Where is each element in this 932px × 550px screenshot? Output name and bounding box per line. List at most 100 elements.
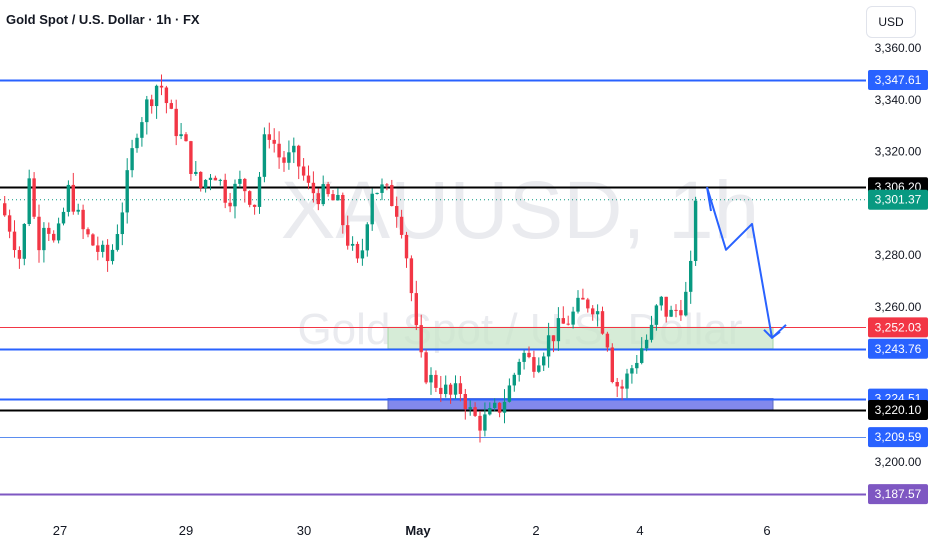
candle-up — [56, 223, 61, 241]
y-tick-label: 3,260.00 — [875, 300, 922, 314]
candle-up — [321, 184, 325, 205]
candle-up — [370, 193, 374, 225]
candle-up — [444, 384, 448, 395]
candle-up — [507, 385, 512, 402]
candle-down — [414, 293, 418, 326]
candle-up — [649, 324, 654, 340]
candle-up — [22, 224, 26, 259]
candle-up — [140, 122, 144, 138]
candle-up — [115, 234, 120, 250]
x-tick-label: 27 — [53, 523, 67, 538]
candle-down — [12, 231, 17, 251]
candle-down — [252, 204, 257, 207]
candle-up — [125, 170, 129, 213]
candle-down — [424, 352, 428, 383]
candle-down — [355, 243, 360, 259]
candle-down — [478, 415, 482, 431]
candle-up — [493, 402, 497, 409]
candle-down — [605, 333, 610, 348]
candle-down — [326, 184, 330, 195]
candle-up — [659, 296, 663, 306]
price-label-box — [868, 317, 928, 338]
candle-up — [693, 200, 698, 261]
candle-up — [287, 152, 291, 163]
price-label-box — [868, 399, 928, 420]
candle-up — [110, 249, 115, 262]
candle-down — [395, 206, 399, 217]
candle-down — [566, 323, 570, 325]
candle-up — [488, 408, 492, 415]
candle-up — [689, 260, 693, 292]
candle-down — [586, 299, 590, 309]
y-tick-label: 3,320.00 — [875, 145, 922, 159]
projection-start-tick — [706, 187, 712, 212]
candle-down — [664, 296, 668, 317]
candle-down — [243, 178, 247, 192]
candle-up — [257, 176, 262, 207]
candle-up — [429, 374, 433, 383]
currency-button[interactable]: USD — [866, 6, 916, 38]
candle-down — [331, 194, 335, 201]
projection-layer — [706, 186, 787, 340]
candle-up — [135, 137, 139, 149]
candle-down — [620, 386, 624, 389]
candle-up — [179, 134, 183, 137]
candle-up — [365, 224, 369, 251]
candle-down — [282, 157, 286, 163]
candle-down — [248, 191, 252, 205]
x-axis-ticks: 27 29 30 May 2 4 6 — [53, 523, 771, 538]
candle-down — [213, 177, 218, 181]
watermark-symbol: XAUUSD, 1h — [281, 165, 760, 256]
candle-down — [409, 258, 414, 294]
candle-up — [238, 178, 242, 184]
candle-up — [502, 401, 507, 413]
candle-down — [71, 184, 75, 212]
candle-up — [669, 309, 673, 317]
price-label: 3,209.59 — [875, 430, 922, 444]
candle-down — [404, 234, 409, 259]
price-label-box — [868, 338, 928, 359]
y-tick-label: 3,360.00 — [875, 41, 922, 55]
price-label-box — [868, 427, 928, 448]
candle-down — [615, 382, 619, 387]
candle-up — [145, 99, 149, 123]
candle-up — [218, 179, 222, 181]
candle-down — [3, 203, 7, 216]
candle-up — [203, 179, 208, 188]
levels-layer — [0, 79, 866, 496]
x-tick-label: 4 — [636, 523, 643, 538]
candle-up — [537, 365, 541, 372]
candle-down — [159, 85, 164, 88]
candle-down — [105, 244, 110, 262]
y-tick-label: 3,200.00 — [875, 455, 922, 469]
candle-up — [512, 374, 516, 386]
x-tick-label: May — [405, 523, 431, 538]
price-label-box — [868, 70, 928, 91]
x-tick-label: 30 — [297, 523, 311, 538]
candle-down — [551, 335, 556, 342]
candle-up — [375, 192, 379, 194]
candle-up — [262, 134, 267, 177]
candle-up — [640, 348, 644, 363]
candle-down — [458, 383, 463, 394]
candle-down — [473, 407, 477, 416]
candle-up — [542, 356, 546, 366]
price-label: 3,187.57 — [875, 487, 922, 501]
candle-down — [91, 234, 95, 246]
current-price-box — [868, 189, 928, 210]
candle-up — [208, 177, 213, 180]
candle-up — [635, 362, 639, 369]
candle-up — [595, 311, 600, 315]
candle-up — [380, 184, 384, 193]
candle-down — [164, 87, 169, 104]
candle-up — [154, 85, 159, 107]
candle-down — [311, 182, 316, 194]
candle-up — [625, 373, 629, 389]
candle-up — [546, 335, 551, 357]
candle-up — [292, 145, 296, 153]
candle-down — [272, 139, 276, 144]
price-label: 3,243.76 — [875, 342, 922, 356]
candle-down — [37, 216, 41, 251]
price-label: 3,220.10 — [875, 403, 922, 417]
